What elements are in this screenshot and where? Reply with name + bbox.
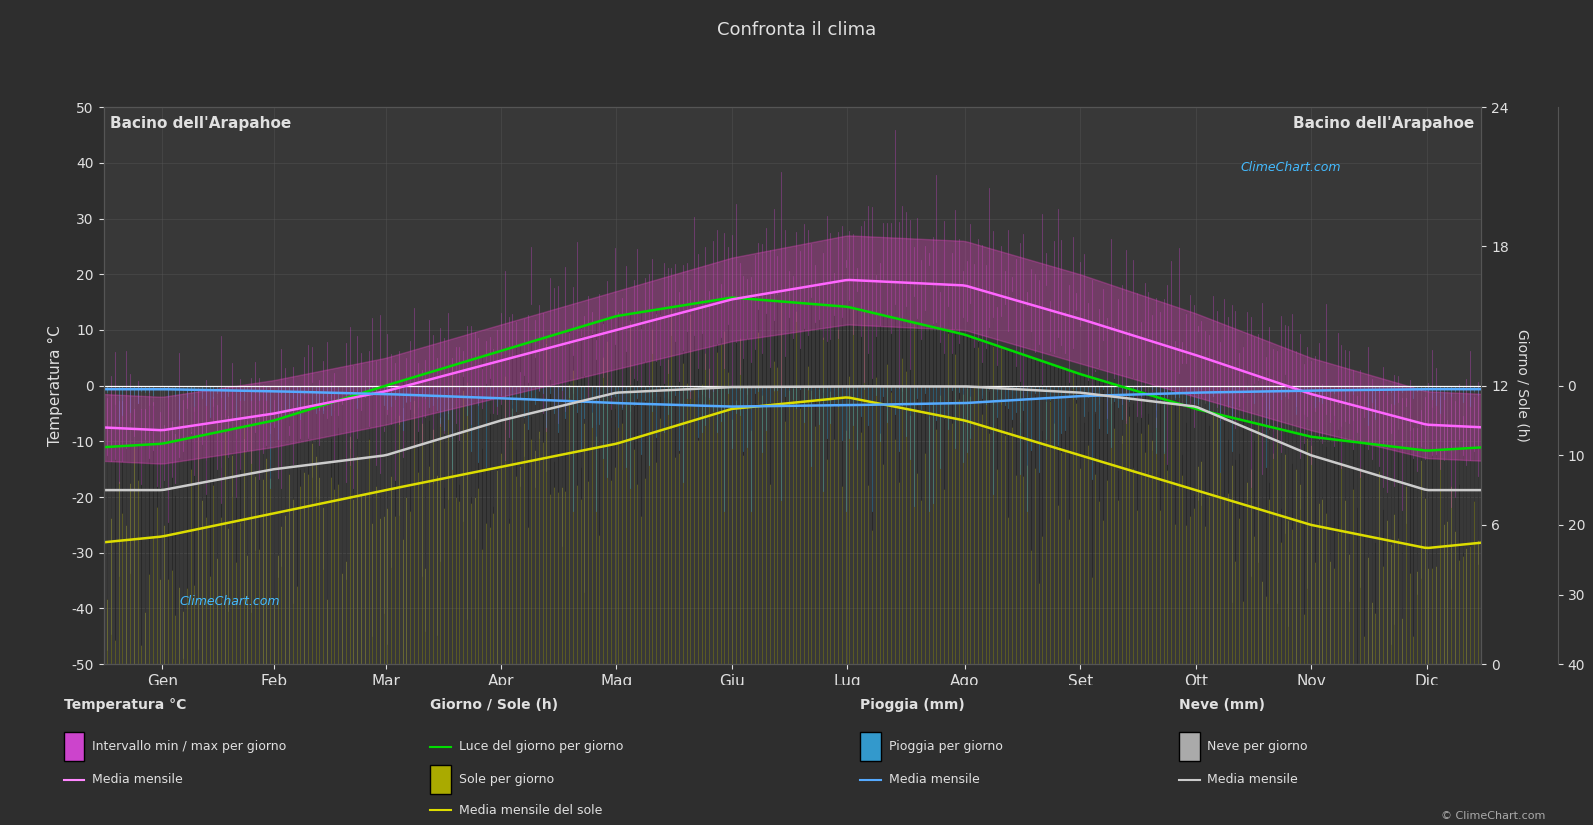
Text: ClimeChart.com: ClimeChart.com (1241, 161, 1341, 174)
Text: Confronta il clima: Confronta il clima (717, 21, 876, 39)
Text: Bacino dell'Arapahoe: Bacino dell'Arapahoe (110, 116, 292, 130)
Text: Luce del giorno per giorno: Luce del giorno per giorno (459, 740, 623, 753)
Text: Media mensile: Media mensile (92, 773, 183, 786)
Text: Pioggia (mm): Pioggia (mm) (860, 699, 965, 712)
Text: Bacino dell'Arapahoe: Bacino dell'Arapahoe (1294, 116, 1475, 130)
Text: Media mensile del sole: Media mensile del sole (459, 804, 602, 817)
Text: Giorno / Sole (h): Giorno / Sole (h) (430, 699, 558, 712)
Y-axis label: Giorno / Sole (h): Giorno / Sole (h) (1517, 329, 1529, 442)
Text: Neve (mm): Neve (mm) (1179, 699, 1265, 712)
Text: Sole per giorno: Sole per giorno (459, 773, 554, 786)
Text: Pioggia per giorno: Pioggia per giorno (889, 740, 1002, 753)
Text: © ClimeChart.com: © ClimeChart.com (1440, 811, 1545, 821)
Y-axis label: Temperatura °C: Temperatura °C (48, 325, 64, 446)
Text: Intervallo min / max per giorno: Intervallo min / max per giorno (92, 740, 287, 753)
Text: Media mensile: Media mensile (1207, 773, 1298, 786)
Text: Neve per giorno: Neve per giorno (1207, 740, 1308, 753)
Text: ClimeChart.com: ClimeChart.com (180, 596, 280, 609)
Text: Media mensile: Media mensile (889, 773, 980, 786)
Text: Temperatura °C: Temperatura °C (64, 699, 186, 712)
